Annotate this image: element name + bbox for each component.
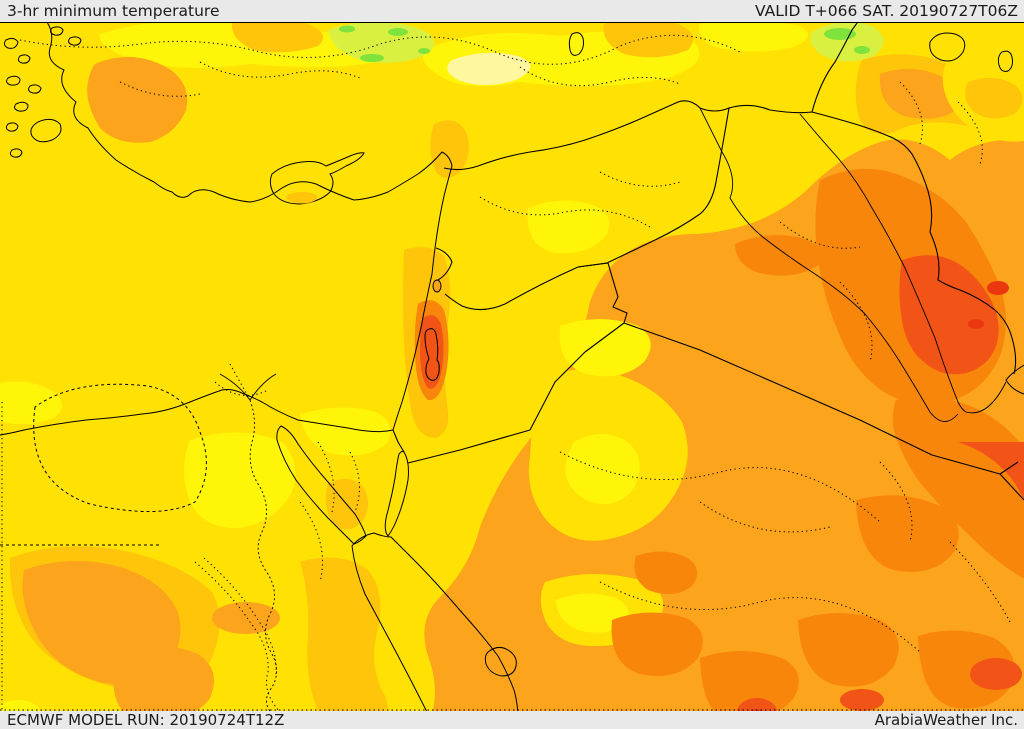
mediterranean-sea bbox=[0, 22, 453, 436]
egypt-region bbox=[0, 381, 391, 711]
nile-river bbox=[249, 399, 277, 711]
model-run-label: ECMWF MODEL RUN: 20190724T12Z bbox=[7, 711, 285, 729]
dead-sea bbox=[424, 328, 440, 381]
lake-van bbox=[929, 32, 966, 62]
temperature-map-svg bbox=[0, 22, 1024, 711]
sea-of-galilee bbox=[432, 279, 442, 293]
persian-gulf-tip bbox=[1005, 364, 1024, 395]
lake-urmia bbox=[997, 50, 1013, 72]
nile-delta-branch-west bbox=[219, 373, 251, 401]
cyprus-island bbox=[269, 152, 365, 205]
rivers bbox=[219, 107, 1007, 711]
page-title: 3-hr minimum temperature bbox=[7, 2, 220, 20]
credit-label: ArabiaWeather Inc. bbox=[874, 711, 1018, 729]
footer-bar: ECMWF MODEL RUN: 20190724T12Z ArabiaWeat… bbox=[0, 711, 1024, 729]
red-sea bbox=[276, 364, 1024, 711]
aegean-islands bbox=[3, 26, 82, 158]
lake-tuz bbox=[568, 32, 584, 56]
header-bar: 3-hr minimum temperature VALID T+066 SAT… bbox=[0, 0, 1024, 22]
eastern-hot-region bbox=[424, 54, 1024, 711]
nile-delta-branch-east bbox=[249, 373, 277, 401]
saudi-coast-lagoon bbox=[484, 646, 517, 677]
temperature-map bbox=[0, 22, 1024, 711]
tigris-river bbox=[799, 113, 1007, 414]
lakes bbox=[424, 32, 1013, 381]
valid-time-label: VALID T+066 SAT. 20190727T06Z bbox=[755, 2, 1018, 20]
admin-borders bbox=[0, 34, 1024, 711]
euphrates-river bbox=[699, 107, 959, 422]
